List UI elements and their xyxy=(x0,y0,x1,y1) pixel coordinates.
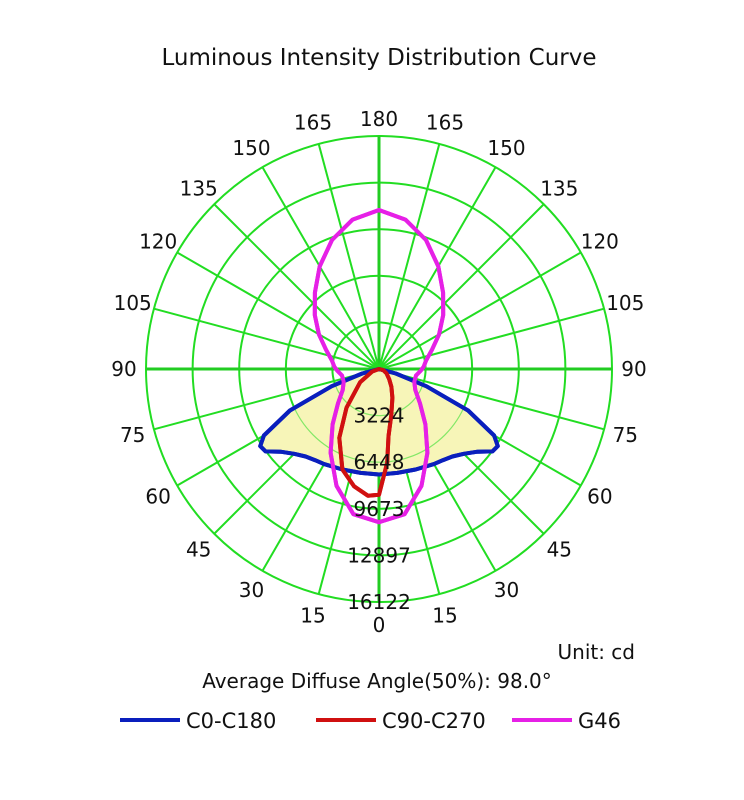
angle-label-left-7: 105 xyxy=(114,291,152,315)
ring-label-5: 16122 xyxy=(347,590,411,614)
grid-ring-overlay-4 xyxy=(192,182,566,556)
angle-label-left-6: 90 xyxy=(111,357,136,381)
angle-label-left-1: 15 xyxy=(300,603,325,627)
ring-label-3: 9673 xyxy=(354,497,405,521)
angle-label-left-5: 75 xyxy=(120,423,145,447)
angle-label-right-8: 135 xyxy=(540,177,578,201)
angle-label-left-11: 165 xyxy=(294,111,332,135)
angle-label-left-12: 180 xyxy=(360,107,398,131)
legend-label-3: G46 xyxy=(578,709,621,733)
legend: C0-C180 C90-C270 G46 xyxy=(120,709,621,733)
grid-ring-overlay-2 xyxy=(285,275,473,463)
angle-label-right-3: 60 xyxy=(587,485,612,509)
angle-label-right-10: 165 xyxy=(426,111,464,135)
angle-label-right-6: 105 xyxy=(606,291,644,315)
legend-label-1: C0-C180 xyxy=(186,709,276,733)
angle-label-right-9: 150 xyxy=(487,136,525,160)
angle-label-left-10: 150 xyxy=(232,136,270,160)
ring-label-4: 12897 xyxy=(347,543,411,567)
ring-label-2: 6448 xyxy=(354,450,405,474)
grid-ring-overlay-5 xyxy=(145,135,613,603)
angle-label-left-0: 0 xyxy=(373,613,386,637)
ring-label-1: 3224 xyxy=(354,404,405,428)
angle-label-right-0: 15 xyxy=(432,603,457,627)
series-line-c0-c180 xyxy=(258,367,500,477)
unit-label: Unit: cd xyxy=(558,640,636,664)
diffuse-angle-label: Average Diffuse Angle(50%): 98.0° xyxy=(202,669,552,693)
angle-label-left-4: 60 xyxy=(145,485,170,509)
angle-label-right-1: 30 xyxy=(494,578,519,602)
ring-labels: 3224 6448 9673 12897 16122 xyxy=(347,404,411,614)
angle-label-left-3: 45 xyxy=(186,537,211,561)
angle-label-right-5: 90 xyxy=(621,357,646,381)
angle-label-right-7: 120 xyxy=(581,230,619,254)
angle-labels: 0 15 30 45 60 75 90 105 120 135 150 165 180 15 30 45 60 7… xyxy=(111,107,646,637)
chart-title: Luminous Intensity Distribution Curve xyxy=(161,45,596,71)
series-line-g46 xyxy=(312,208,446,525)
angle-label-left-9: 135 xyxy=(180,177,218,201)
legend-label-2: C90-C270 xyxy=(382,709,486,733)
angle-label-left-2: 30 xyxy=(239,578,264,602)
series-layer xyxy=(145,135,613,603)
angle-label-right-4: 75 xyxy=(613,423,638,447)
grid-ring-overlay-1 xyxy=(331,321,427,417)
grid-ring-overlay-3 xyxy=(238,228,520,510)
series-line-c90-c270 xyxy=(337,367,395,498)
angle-label-left-8: 120 xyxy=(139,230,177,254)
angle-label-right-2: 45 xyxy=(547,537,572,561)
